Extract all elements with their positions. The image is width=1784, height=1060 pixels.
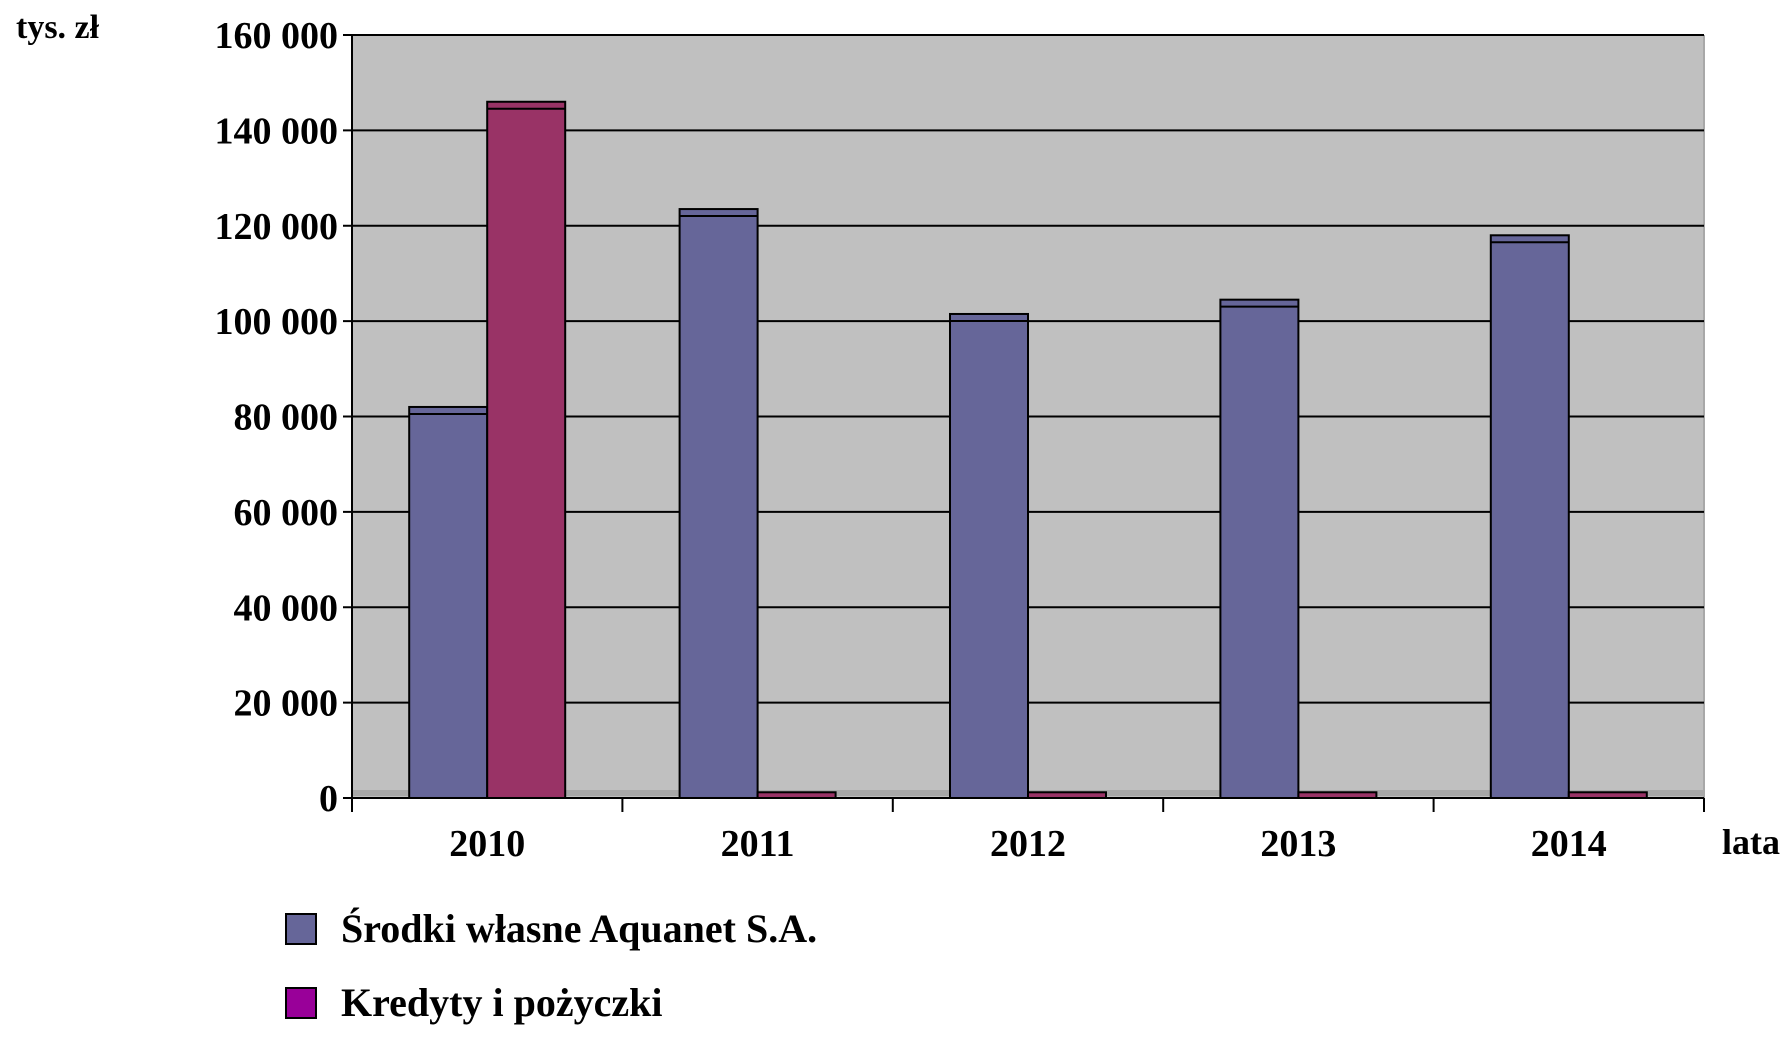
bar-own-funds — [408, 405, 489, 799]
legend-item-own-funds: Środki własne Aquanet S.A. — [285, 906, 818, 951]
bar-own-funds — [1489, 234, 1570, 800]
y-tick-label: 20 000 — [234, 683, 339, 725]
legend-swatch-own-funds — [285, 913, 317, 945]
x-tick-label: 2014 — [1531, 823, 1607, 865]
bar-own-funds — [949, 312, 1029, 799]
y-tick-label: 120 000 — [215, 206, 339, 248]
x-axis-label: lata — [1722, 822, 1780, 862]
x-tick-label: 2013 — [1260, 823, 1336, 865]
bar-own-funds — [678, 208, 759, 799]
legend-label-own-funds: Środki własne Aquanet S.A. — [341, 906, 818, 951]
chart-legend: Środki własne Aquanet S.A. Kredyty i poż… — [285, 906, 818, 1060]
y-tick-label: 160 000 — [215, 15, 339, 57]
x-tick-label: 2010 — [449, 823, 525, 865]
x-tick-label: 2011 — [721, 823, 795, 865]
y-tick-label: 140 000 — [215, 110, 339, 152]
legend-item-loans: Kredyty i pożyczki — [285, 980, 817, 1025]
y-axis-label: tys. zł — [16, 9, 100, 46]
plot-area: 0 20 000 40 000 60 000 80 000 100 000 120 000 1… — [215, 15, 1705, 865]
bar-loans — [486, 100, 567, 799]
y-tick-label: 60 000 — [234, 492, 339, 534]
legend-label-loans: Kredyty i pożyczki — [341, 980, 663, 1025]
y-tick-label: 100 000 — [215, 301, 339, 343]
y-tick-label: 40 000 — [234, 587, 339, 629]
y-tick-label: 80 000 — [234, 397, 339, 439]
y-tick-label: 0 — [319, 778, 338, 820]
legend-swatch-loans — [285, 987, 317, 1019]
x-tick-label: 2012 — [990, 823, 1066, 865]
bar-own-funds — [1219, 298, 1300, 799]
